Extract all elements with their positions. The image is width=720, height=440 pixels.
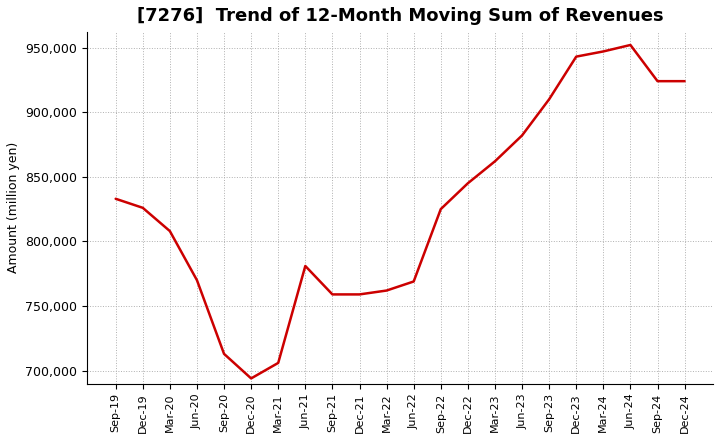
Y-axis label: Amount (million yen): Amount (million yen) [7, 142, 20, 273]
Title: [7276]  Trend of 12-Month Moving Sum of Revenues: [7276] Trend of 12-Month Moving Sum of R… [137, 7, 663, 25]
